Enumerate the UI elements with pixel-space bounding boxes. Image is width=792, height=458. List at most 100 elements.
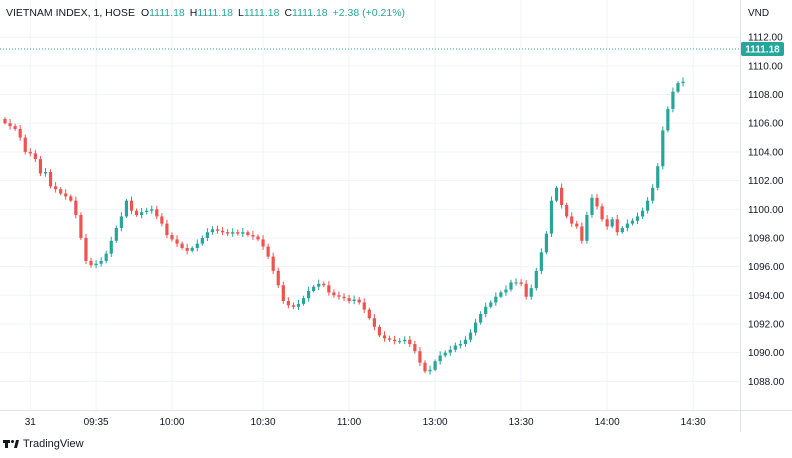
candle-body: [448, 349, 452, 353]
candle-body: [514, 282, 518, 284]
candle: [231, 228, 235, 237]
candle: [600, 203, 604, 222]
low-value: 1111.18: [243, 7, 280, 19]
candle-body: [347, 298, 351, 302]
candle: [595, 193, 599, 210]
price-tick-label: 1104.00: [748, 147, 784, 158]
candle: [119, 212, 123, 232]
candle-body: [499, 292, 503, 297]
candle: [357, 296, 361, 305]
open-label: O: [140, 7, 150, 19]
candle: [656, 163, 660, 191]
candle-body: [180, 243, 184, 248]
candle-body: [129, 200, 134, 211]
candle: [640, 207, 645, 219]
candle: [509, 279, 513, 292]
candle: [261, 235, 265, 250]
candle-body: [529, 288, 533, 297]
price-tick-label: 1098.00: [748, 233, 785, 244]
candle: [372, 313, 376, 331]
price-tick-label: 1102.00: [748, 176, 784, 187]
candle: [489, 300, 493, 309]
candle-body: [539, 252, 543, 271]
candle: [109, 236, 113, 257]
candle: [539, 248, 543, 275]
candle-body: [140, 212, 144, 215]
candle-body: [205, 232, 209, 238]
candle-body: [554, 187, 559, 201]
candle-body: [423, 362, 427, 372]
candle: [145, 207, 149, 215]
candle-body: [150, 209, 154, 211]
price-tick-label: 1096.00: [748, 262, 785, 273]
candle: [226, 229, 230, 237]
currency-unit: VND: [748, 8, 770, 19]
candle-body: [382, 335, 387, 339]
candle-body: [575, 223, 579, 227]
candle-body: [165, 223, 169, 236]
candle-body: [23, 137, 27, 152]
candle-body: [630, 220, 635, 224]
candle-body: [640, 210, 645, 217]
candle: [377, 324, 382, 338]
candle-body: [28, 151, 32, 154]
candle-body: [438, 355, 442, 362]
candle-body: [231, 232, 235, 234]
time-axis[interactable]: 31 09:35 10:00 10:30 11:00 13:00 13:30 14:00 14:…: [25, 417, 706, 428]
candle-body: [286, 301, 290, 306]
symbol-title[interactable]: VIETNAM INDEX, 1, HOSE: [6, 7, 135, 19]
candle-body: [408, 339, 412, 345]
candle-body: [175, 239, 179, 244]
time-tick-label: 14:00: [595, 417, 620, 428]
price-tick-label: 1092.00: [748, 319, 785, 330]
candle-body: [651, 187, 655, 201]
candle-body: [48, 171, 53, 187]
candle-body: [291, 305, 296, 307]
candle: [84, 233, 88, 265]
candle: [3, 117, 7, 125]
candle-body: [377, 326, 382, 336]
candle-body: [458, 344, 462, 346]
candle-body: [661, 130, 665, 167]
candle: [671, 87, 675, 113]
candle-body: [489, 302, 493, 307]
candle-body: [413, 344, 417, 352]
candle: [64, 189, 68, 200]
candle-body: [484, 306, 488, 314]
candle: [398, 337, 402, 344]
tradingview-logo[interactable]: TradingView: [3, 438, 84, 450]
price-axis[interactable]: 1088.00 1090.00 1092.00 1094.00 1096.00 1098.…: [748, 33, 785, 388]
candle: [129, 196, 134, 215]
candle-body: [38, 159, 43, 174]
candle: [408, 335, 412, 348]
candle: [28, 148, 32, 157]
candle: [413, 341, 417, 354]
candle: [13, 123, 17, 131]
candle-body: [3, 118, 7, 124]
candle-body: [656, 166, 660, 188]
candle: [18, 124, 22, 141]
candle-body: [362, 302, 366, 310]
price-tick-label: 1112.00: [748, 33, 783, 44]
candle: [175, 235, 179, 248]
candle: [185, 243, 189, 255]
candle-body: [570, 216, 574, 224]
candle: [241, 227, 245, 238]
candle: [590, 194, 594, 218]
candle-body: [79, 215, 83, 238]
candle-body: [625, 223, 629, 228]
candle: [367, 307, 371, 320]
candle-body: [585, 215, 589, 241]
candle: [635, 212, 640, 224]
candle: [479, 311, 483, 325]
candle: [661, 126, 665, 170]
candle: [79, 212, 83, 241]
candle: [23, 134, 27, 155]
candle-body: [590, 197, 594, 215]
candle-body: [170, 235, 174, 240]
candle-body: [509, 282, 513, 290]
candle: [610, 217, 614, 229]
candle-body: [145, 210, 149, 213]
open-value: 1111.18: [149, 7, 185, 19]
